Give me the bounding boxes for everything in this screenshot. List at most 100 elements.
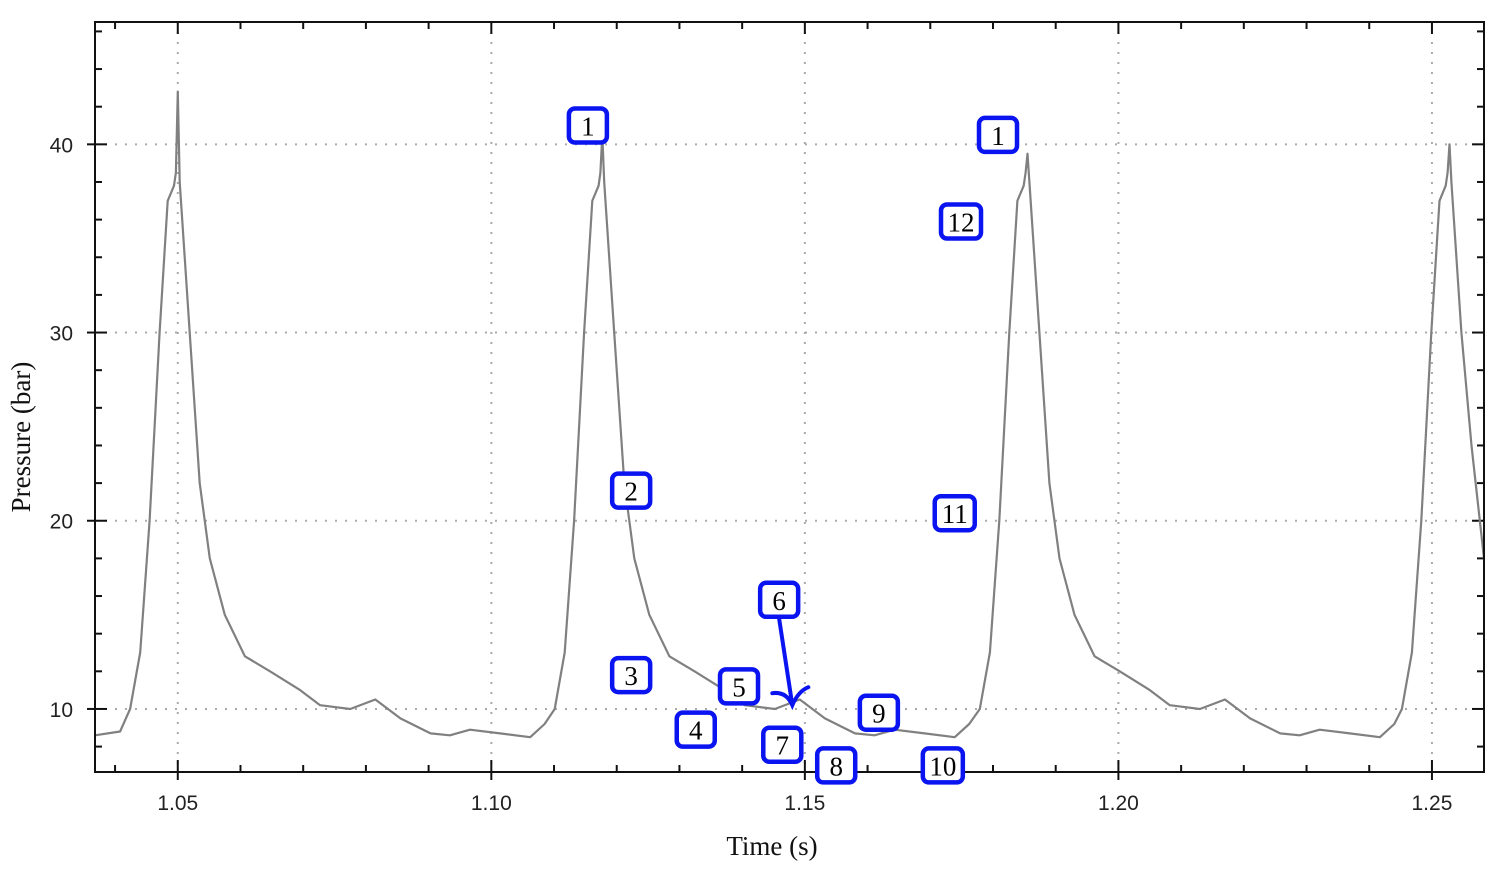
plot-frame <box>94 21 1485 773</box>
data-point <box>1008 331 1011 334</box>
data-point <box>633 557 636 560</box>
data-point <box>1028 181 1031 183</box>
annotation-box <box>857 693 901 732</box>
data-point <box>1038 331 1041 334</box>
annotation-label: 10 <box>929 751 956 781</box>
data-point <box>1393 723 1396 725</box>
data-point <box>968 723 970 725</box>
data-point <box>399 717 402 720</box>
annotation-box <box>938 202 984 241</box>
data-point <box>1093 655 1096 658</box>
annotation-box <box>717 667 761 706</box>
annotation-arrow <box>777 618 795 706</box>
data-point <box>773 708 776 710</box>
data-point <box>1148 689 1151 691</box>
data-point <box>1318 728 1321 731</box>
grid <box>95 22 1484 772</box>
data-point <box>1118 670 1121 673</box>
data-point <box>319 704 321 706</box>
axis-ticks <box>87 22 1484 780</box>
data-point <box>599 171 602 174</box>
data-point <box>208 557 211 560</box>
annotation-label: 7 <box>776 731 790 761</box>
x-tick-label: 1.10 <box>471 792 512 815</box>
data-point <box>1450 181 1453 183</box>
data-point <box>989 651 991 654</box>
data-point <box>854 732 856 735</box>
data-point <box>1470 444 1473 447</box>
y-tick-label: 40 <box>50 134 73 157</box>
data-point <box>1058 557 1061 560</box>
annotation-box <box>609 655 653 695</box>
data-point <box>553 708 556 710</box>
annotation-marker: 8 <box>814 746 858 785</box>
data-point <box>1379 736 1381 738</box>
y-tick-label: 10 <box>50 699 73 722</box>
y-axis-title: Pressure (bar) <box>6 362 36 513</box>
data-point <box>979 708 981 710</box>
data-point <box>1048 482 1051 484</box>
data-point <box>603 181 605 183</box>
data-point <box>923 732 926 735</box>
data-point <box>129 708 131 710</box>
data-point <box>1349 732 1351 735</box>
data-point <box>244 655 246 658</box>
annotation-label: 12 <box>948 207 975 237</box>
annotation-box <box>757 580 801 620</box>
data-point <box>1401 708 1403 710</box>
data-point <box>1444 184 1447 187</box>
annotation-label: 8 <box>829 751 843 781</box>
annotation-label: 1 <box>991 121 1005 151</box>
data-point <box>139 651 141 654</box>
data-point <box>469 728 471 731</box>
x-tick-label: 1.05 <box>157 792 198 815</box>
data-point <box>668 655 671 658</box>
annotation-box <box>566 106 610 145</box>
data-point <box>499 732 501 735</box>
data-point <box>873 734 876 737</box>
data-point <box>573 519 575 522</box>
data-point <box>1016 199 1019 202</box>
data-point <box>1446 171 1449 174</box>
data-point <box>597 184 600 187</box>
data-point <box>148 519 151 522</box>
arrow-head-icon <box>770 685 811 711</box>
data-point <box>198 482 201 484</box>
data-point <box>1411 651 1413 654</box>
x-tick-label: 1.25 <box>1412 792 1453 815</box>
annotation-marker: 6 <box>757 580 811 711</box>
data-point <box>119 730 121 733</box>
data-point <box>693 670 696 673</box>
annotation-marker: 10 <box>920 746 966 785</box>
data-point <box>188 331 191 334</box>
data-point <box>178 181 181 183</box>
data-point <box>299 689 301 691</box>
annotation-box <box>920 746 966 785</box>
data-point <box>563 651 566 654</box>
annotation-box <box>761 725 804 764</box>
annotation-marker: 1 <box>976 115 1020 155</box>
data-point <box>176 90 179 93</box>
annotation-label: 1 <box>581 112 595 142</box>
data-point <box>1430 331 1433 334</box>
data-point <box>1438 199 1441 202</box>
data-point <box>648 614 651 616</box>
data-point <box>1199 708 1201 710</box>
annotation-marker: 9 <box>857 693 901 732</box>
data-point <box>166 199 169 202</box>
y-tick-label: 20 <box>50 511 73 534</box>
annotation-label: 5 <box>732 672 746 702</box>
annotation-marker: 4 <box>674 710 718 749</box>
annotation-box <box>609 471 653 510</box>
annotation-box <box>976 115 1020 155</box>
data-point <box>824 717 826 720</box>
annotation-box <box>814 746 858 785</box>
data-point <box>1073 614 1076 616</box>
data-point <box>449 734 451 737</box>
data-point <box>1460 331 1463 334</box>
annotation-marker: 2 <box>609 471 653 510</box>
data-point <box>1448 143 1451 146</box>
pressure-line <box>94 90 1486 739</box>
